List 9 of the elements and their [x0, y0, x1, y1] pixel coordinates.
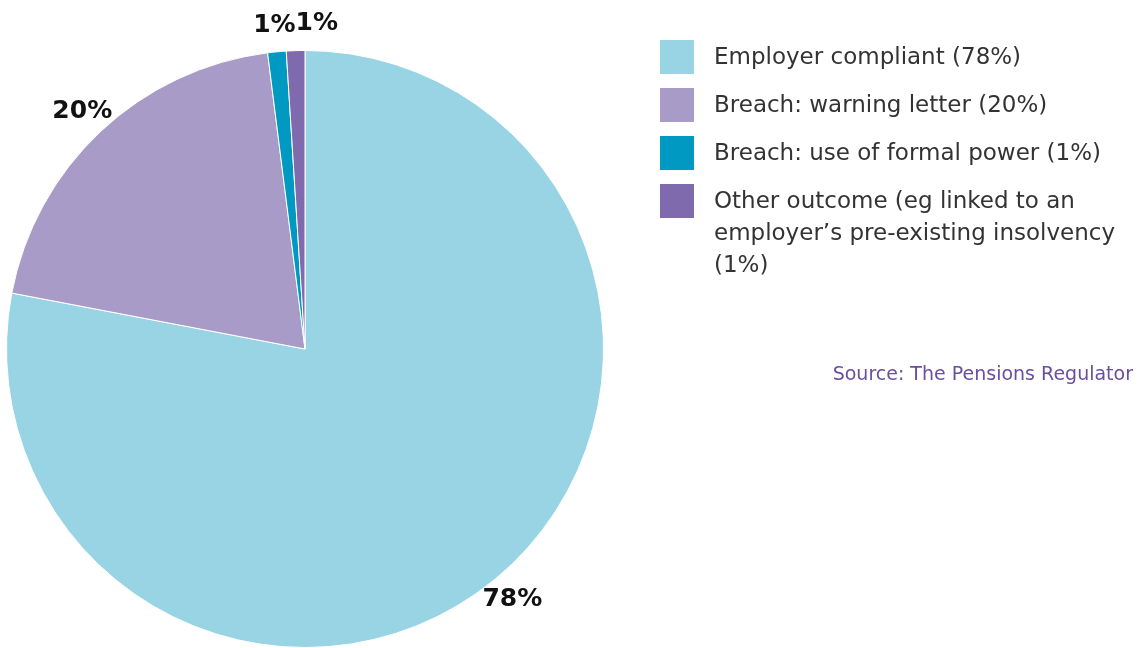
data-label: 1% — [253, 8, 296, 38]
legend-label: Breach: use of formal power (1%) — [714, 138, 1102, 167]
legend-label: Other outcome (eg linked to an employer’s pre-existing insolvency (1%) — [714, 186, 1117, 279]
data-label: 20% — [52, 95, 113, 125]
data-label: 78% — [482, 583, 543, 613]
data-label: 1% — [295, 7, 339, 37]
source-note: Source: The Pensions Regulator — [832, 362, 1133, 384]
legend-label: Breach: warning letter (20%) — [714, 90, 1049, 119]
legend-label: Employer compliant (78%) — [714, 42, 1023, 71]
